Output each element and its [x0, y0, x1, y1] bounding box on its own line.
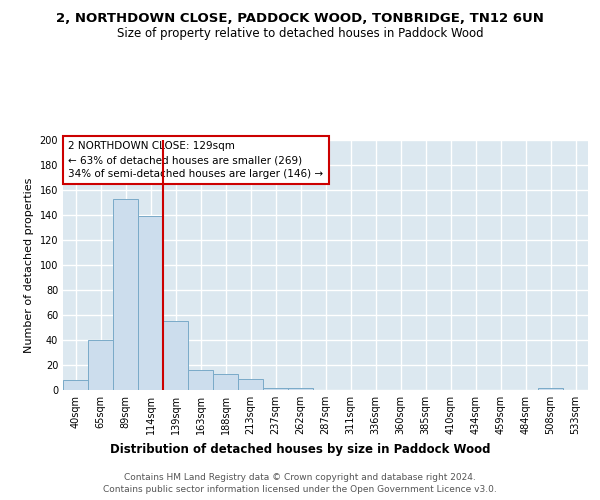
Bar	[88, 340, 113, 390]
Y-axis label: Number of detached properties: Number of detached properties	[24, 178, 34, 352]
Text: 2 NORTHDOWN CLOSE: 129sqm
← 63% of detached houses are smaller (269)
34% of semi: 2 NORTHDOWN CLOSE: 129sqm ← 63% of detac…	[68, 141, 323, 180]
Text: 2, NORTHDOWN CLOSE, PADDOCK WOOD, TONBRIDGE, TN12 6UN: 2, NORTHDOWN CLOSE, PADDOCK WOOD, TONBRI…	[56, 12, 544, 26]
Bar	[288, 388, 313, 390]
Bar	[263, 388, 288, 390]
Bar	[188, 370, 213, 390]
Text: Contains HM Land Registry data © Crown copyright and database right 2024.
Contai: Contains HM Land Registry data © Crown c…	[103, 472, 497, 494]
Bar	[163, 322, 188, 390]
Bar	[238, 379, 263, 390]
Bar	[113, 198, 138, 390]
Bar	[138, 216, 163, 390]
Bar	[213, 374, 238, 390]
Text: Size of property relative to detached houses in Paddock Wood: Size of property relative to detached ho…	[116, 28, 484, 40]
Bar	[63, 380, 88, 390]
Text: Distribution of detached houses by size in Paddock Wood: Distribution of detached houses by size …	[110, 442, 490, 456]
Bar	[538, 388, 563, 390]
